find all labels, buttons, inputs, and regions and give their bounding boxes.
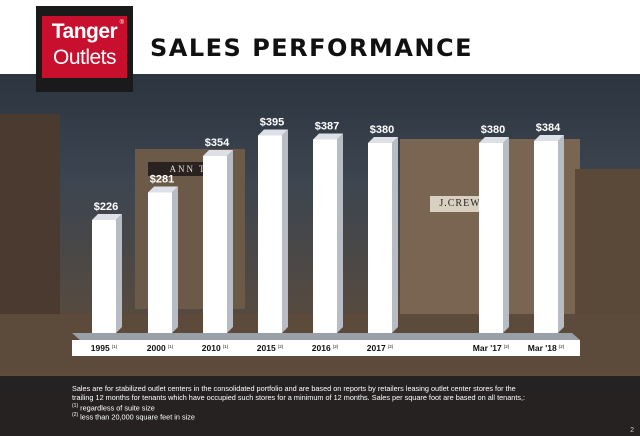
bar-1 <box>148 192 172 333</box>
bar-side-2 <box>227 150 233 333</box>
bar-0 <box>92 220 116 333</box>
bar-3 <box>258 135 282 333</box>
tick-footnote-ref-4: (2) <box>333 344 339 349</box>
chart-axis-band <box>72 340 580 356</box>
tick-footnote-ref-3: (2) <box>278 344 284 349</box>
building-left <box>0 114 60 334</box>
data-label-2: $354 <box>205 137 230 149</box>
tick-footnote-ref-2: (1) <box>223 344 229 349</box>
data-label-0: $226 <box>94 201 118 213</box>
bar-7 <box>534 141 558 333</box>
data-label-4: $387 <box>315 121 339 133</box>
bar-6 <box>479 143 503 333</box>
footnote-line-1: Sales are for stabilized outlet centers … <box>72 384 516 393</box>
footnote-2: (2) less than 20,000 square feet in size <box>72 411 195 421</box>
logo-text-outlets: Outlets <box>52 46 117 69</box>
bar-side-7 <box>558 135 564 333</box>
footnote-1: (1) regardless of suite size <box>72 402 155 412</box>
bar-top-1 <box>148 186 178 193</box>
registered-mark: ® <box>119 20 124 26</box>
footnote-2-text: less than 20,000 square feet in size <box>78 412 195 422</box>
bar-top-4 <box>313 133 343 140</box>
logo-text-tanger: Tanger <box>51 20 118 43</box>
data-label-6: $380 <box>481 124 505 136</box>
chart-floor <box>72 333 580 340</box>
bar-top-6 <box>479 137 509 143</box>
bar-top-3 <box>258 129 288 136</box>
data-label-3: $395 <box>260 117 284 129</box>
bar-top-0 <box>92 214 122 220</box>
tick-label-6: Mar '17 (2) <box>473 343 510 353</box>
tick-footnote-ref-5: (2) <box>388 344 394 349</box>
bar-side-5 <box>392 137 398 333</box>
bar-side-1 <box>172 186 178 333</box>
bar-2 <box>203 156 227 333</box>
tanger-logo: Tanger Outlets ® <box>36 6 133 92</box>
bar-side-4 <box>337 133 343 333</box>
footnotes-panel: Sales are for stabilized outlet centers … <box>0 376 640 436</box>
tick-label-3: 2015 (2) <box>257 343 284 353</box>
tick-label-7: Mar '18 (2) <box>528 343 565 353</box>
bar-top-2 <box>203 150 233 156</box>
tick-label-5: 2017 (2) <box>367 343 394 353</box>
footnote-line-2: trailing 12 months for tenants which hav… <box>72 393 526 402</box>
footnote-1-text: regardless of suite size <box>78 403 155 413</box>
bar-top-7 <box>534 135 564 141</box>
tick-footnote-ref-7: (2) <box>559 344 565 349</box>
footnote-2-mark: (2) <box>72 412 79 418</box>
tick-label-0: 1995 (1) <box>91 343 118 353</box>
tick-label-2: 2010 (1) <box>202 343 229 353</box>
bar-4 <box>313 139 337 333</box>
page-number: 2 <box>630 427 634 434</box>
bar-5 <box>368 143 392 333</box>
data-label-1: $281 <box>150 174 174 186</box>
bar-side-0 <box>116 214 122 333</box>
logo-badge: Tanger Outlets ® <box>42 16 127 78</box>
tick-label-1: 2000 (1) <box>147 343 174 353</box>
sales-bar-chart: $226 1995 (1) $281 2000 (1) $354 2010 (1) $395 201… <box>72 117 580 356</box>
tick-footnote-ref-6: (2) <box>504 344 510 349</box>
store-sign-jcrew: J.CREW <box>430 196 490 212</box>
bar-top-5 <box>368 137 398 143</box>
bar-side-3 <box>282 129 288 333</box>
tick-footnote-ref-1: (1) <box>168 344 174 349</box>
data-label-5: $380 <box>370 124 394 136</box>
page-title: SALES PERFORMANCE <box>150 34 473 62</box>
footnote-1-mark: (1) <box>72 403 79 409</box>
tick-footnote-ref-0: (1) <box>112 344 118 349</box>
tick-label-4: 2016 (2) <box>312 343 339 353</box>
data-label-7: $384 <box>536 122 561 134</box>
bar-side-6 <box>503 137 509 333</box>
